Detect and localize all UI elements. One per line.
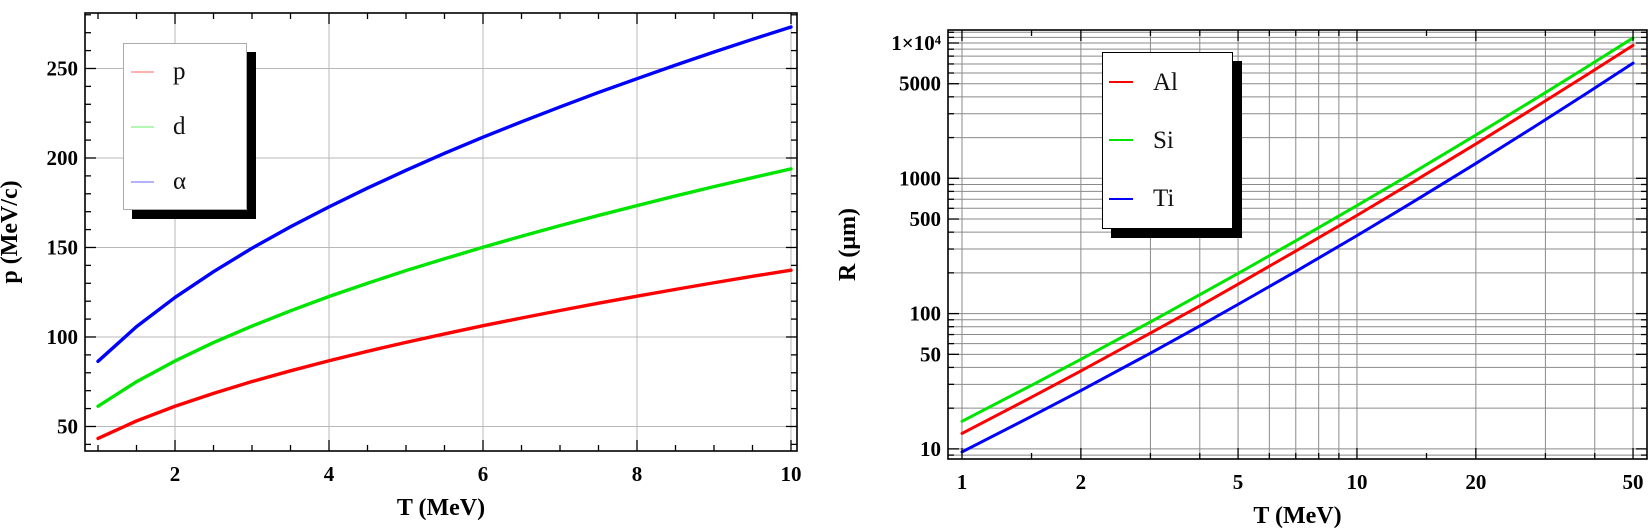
x-axis-label: T (MeV) xyxy=(1253,503,1341,529)
ytick-label: 10 xyxy=(920,437,941,461)
xtick-label: 4 xyxy=(324,462,335,486)
legend-item: p xyxy=(124,59,246,84)
ytick-label: 200 xyxy=(47,146,79,170)
xtick-label: 2 xyxy=(1076,470,1087,494)
legend-item: Al xyxy=(1103,70,1232,95)
xtick-label: 1 xyxy=(957,470,968,494)
legend-range: Al Si Ti xyxy=(1102,52,1233,229)
series-α xyxy=(96,25,793,364)
legend-item: α xyxy=(124,169,246,194)
legend-item-label: Ti xyxy=(1153,185,1175,213)
series-d xyxy=(96,167,793,408)
series-Al xyxy=(960,43,1635,435)
legend-item-label: d xyxy=(173,113,186,140)
legend-swatch-line xyxy=(1109,197,1133,200)
legend-item-label: p xyxy=(173,58,186,85)
ytick-label: 50 xyxy=(920,342,941,366)
legend-swatch-line xyxy=(131,180,154,183)
xtick-label: 5 xyxy=(1233,470,1244,494)
legend-item-label: Al xyxy=(1153,68,1178,96)
legend-item-label: Si xyxy=(1153,126,1174,154)
legend-item-label: α xyxy=(173,168,187,195)
series-Ti xyxy=(960,61,1635,454)
ytick-label: 1×10⁴ xyxy=(891,31,941,55)
ytick-label: 5000 xyxy=(899,72,941,96)
legend-momentum: p d α xyxy=(123,43,247,210)
legend-item: d xyxy=(124,114,246,139)
range-chart: 1 2 5 10 20 50 10 50 100 500 1000 5000 1×10⁴ T (MeV) R… xyxy=(835,29,1648,529)
legend-swatch-line xyxy=(1109,81,1133,84)
legend-swatch-line xyxy=(1109,139,1133,142)
xtick-label: 50 xyxy=(1623,470,1644,494)
series-Si xyxy=(960,36,1635,423)
xtick-label: 10 xyxy=(780,462,801,486)
series-p xyxy=(96,268,793,441)
ytick-label: 50 xyxy=(57,414,78,438)
ytick-label: 1000 xyxy=(899,166,941,190)
xtick-label: 6 xyxy=(478,462,489,486)
legend-swatch-line xyxy=(131,70,154,73)
xtick-label: 10 xyxy=(1346,470,1367,494)
momentum-chart: 2 4 6 8 10 50 100 150 200 250 T (MeV) p (MeV/c) xyxy=(0,12,801,521)
x-axis-label: T (MeV) xyxy=(397,495,485,521)
ytick-label: 250 xyxy=(47,56,79,80)
xtick-label: 20 xyxy=(1465,470,1486,494)
ytick-label: 100 xyxy=(910,302,942,326)
xtick-label: 2 xyxy=(170,462,181,486)
legend-item: Si xyxy=(1103,128,1232,153)
y-axis-label: p (MeV/c) xyxy=(0,180,23,283)
legend-item: Ti xyxy=(1103,186,1232,211)
ytick-label: 100 xyxy=(47,325,79,349)
ytick-label: 500 xyxy=(910,207,942,231)
ytick-label: 150 xyxy=(47,235,79,259)
y-axis-label: R (μm) xyxy=(835,208,861,281)
plot-frame xyxy=(84,12,798,452)
plot-frame xyxy=(947,29,1648,460)
xtick-label: 8 xyxy=(632,462,643,486)
legend-swatch-line xyxy=(131,125,154,128)
